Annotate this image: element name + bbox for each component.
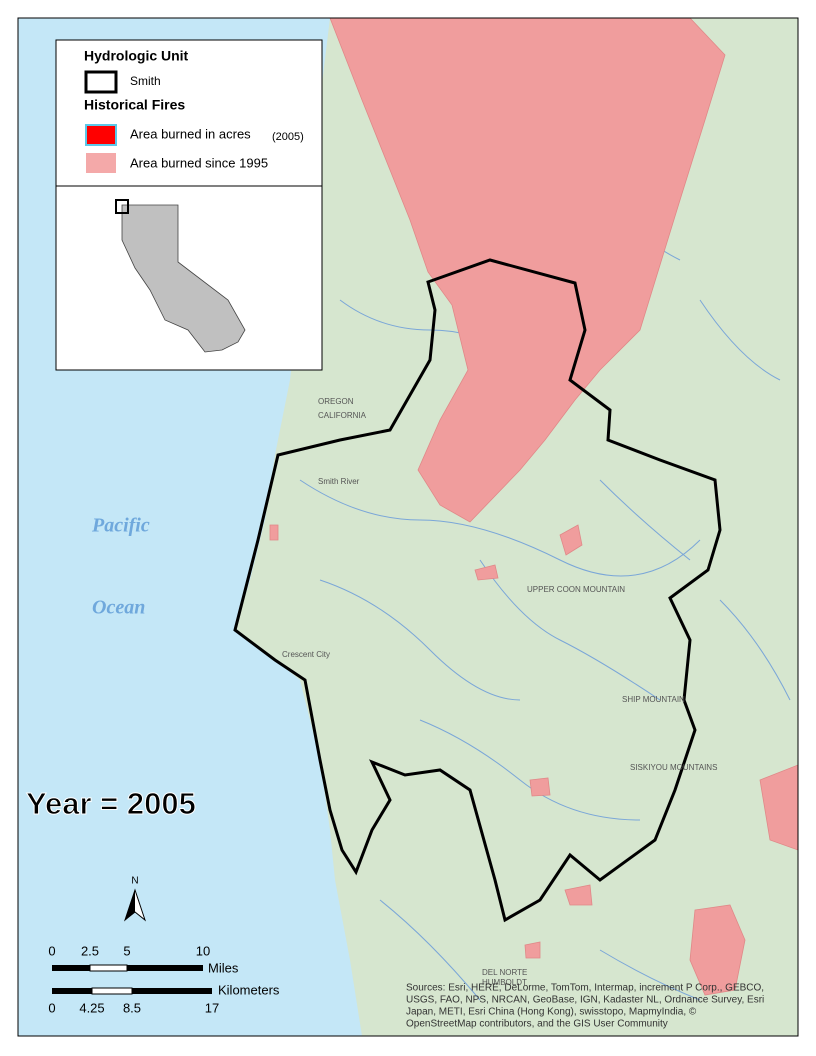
- legend-heading: Hydrologic Unit: [84, 48, 189, 64]
- sources-line: USGS, FAO, NPS, NRCAN, GeoBase, IGN, Kad…: [406, 995, 764, 1006]
- map-label: CALIFORNIA: [318, 411, 367, 420]
- scale-tick-label: 0: [48, 943, 55, 958]
- map-label: Smith River: [318, 477, 360, 486]
- scale-tick-label: 2.5: [81, 943, 99, 958]
- year-label: Year = 2005: [26, 786, 196, 821]
- california: [121, 204, 246, 353]
- sources-line: Japan, METI, Esri China (Hong Kong), swi…: [406, 1007, 697, 1018]
- map-label: SHIP MOUNTAIN: [622, 695, 685, 704]
- legend-item: Area burned since 1995: [130, 155, 268, 170]
- scale-unit: Kilometers: [218, 982, 280, 997]
- map-frame: [17, 17, 799, 1037]
- sources-line: OpenStreetMap contributors, and the GIS …: [406, 1019, 668, 1030]
- legend-item: Area burned in acres: [130, 126, 251, 141]
- map-label: SISKIYOU MOUNTAINS: [630, 763, 717, 772]
- smith-watershed: [233, 258, 722, 923]
- ocean-label: Pacific: [91, 515, 150, 537]
- scale-tick-label: 17: [205, 1000, 219, 1015]
- scale-tick-label: 8.5: [123, 1000, 141, 1015]
- legend-item: Smith: [130, 74, 161, 88]
- scale-tick-label: 10: [196, 943, 210, 958]
- legend: Hydrologic Unit Smith Historical Fires A…: [55, 39, 323, 187]
- scale-tick-label: 0: [48, 1000, 55, 1015]
- legend-heading: Historical Fires: [84, 97, 185, 113]
- ocean-label: Ocean: [92, 597, 145, 619]
- legend-swatch: [84, 70, 118, 94]
- inset-locator: [115, 199, 129, 214]
- map-label: UPPER COON MOUNTAIN: [527, 585, 625, 594]
- map-label: OREGON: [318, 397, 354, 406]
- map-label: Crescent City: [282, 650, 330, 659]
- sources: Sources: Esri, HERE, DeLorme, TomTom, In…: [406, 983, 764, 1030]
- legend-swatch: [86, 153, 116, 173]
- north-label: N: [131, 876, 138, 887]
- legend-item: (2005): [272, 131, 304, 143]
- scale-bar: 0 2.5 5 10 Miles 0 4.25 8.5 17 Kilometers: [48, 943, 280, 1015]
- map-label: HUMBOLDT: [482, 978, 527, 987]
- map-label: DEL NORTE: [482, 968, 527, 977]
- scale-unit: Miles: [208, 960, 239, 975]
- scale-tick-label: 4.25: [79, 1000, 104, 1015]
- inset-map: [55, 185, 323, 371]
- legend-swatch: [85, 124, 117, 146]
- map-body: [18, 18, 798, 1036]
- scale-tick-label: 5: [123, 943, 130, 958]
- north-arrow: N: [123, 876, 147, 922]
- sources-line: Sources: Esri, HERE, DeLorme, TomTom, In…: [406, 983, 764, 994]
- map-labels: OREGON CALIFORNIA Smith River Crescent City…: [282, 397, 717, 987]
